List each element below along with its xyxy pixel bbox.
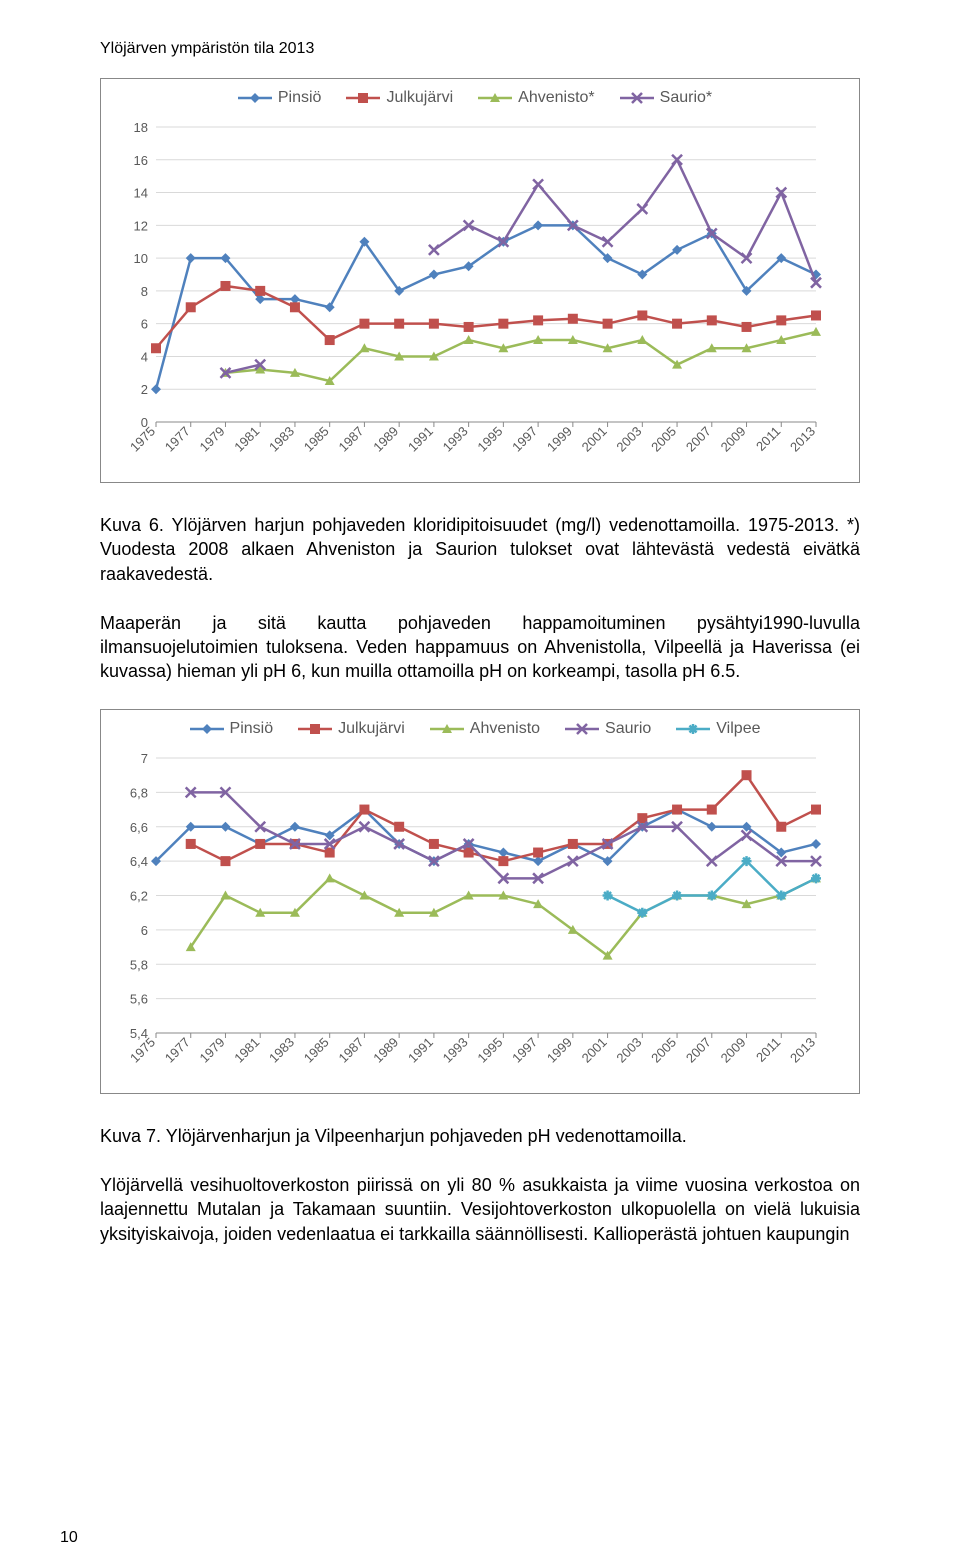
legend-item: Julkujärvi [346, 89, 453, 107]
legend-label: Julkujärvi [386, 89, 453, 107]
svg-text:2005: 2005 [648, 424, 679, 455]
legend-item: Pinsiö [190, 720, 274, 738]
svg-text:1995: 1995 [474, 424, 505, 455]
svg-text:14: 14 [134, 186, 148, 201]
chart-2: Pinsiö Julkujärvi Ahvenisto Saurio Vilpee 5,… [100, 709, 860, 1094]
legend-item: Ahvenisto [430, 720, 540, 738]
caption-2: Kuva 7. Ylöjärvenharjun ja Vilpeenharjun… [100, 1124, 860, 1148]
legend-label: Saurio [605, 720, 651, 738]
svg-text:2007: 2007 [683, 424, 714, 455]
svg-text:18: 18 [134, 120, 148, 135]
svg-text:2013: 2013 [787, 424, 818, 455]
svg-text:6: 6 [141, 923, 148, 938]
legend-label: Ahvenisto [470, 720, 540, 738]
svg-text:1987: 1987 [335, 424, 366, 455]
paragraph-1: Maaperän ja sitä kautta pohjaveden happa… [100, 611, 860, 684]
legend-label: Pinsiö [230, 720, 274, 738]
svg-text:2011: 2011 [753, 424, 783, 454]
svg-text:5,8: 5,8 [130, 957, 148, 972]
svg-text:1979: 1979 [197, 424, 228, 455]
svg-text:6,4: 6,4 [130, 854, 148, 869]
svg-text:1987: 1987 [335, 1034, 366, 1065]
chart2-plot: 5,45,65,866,26,46,66,8719751977197919811… [111, 748, 831, 1088]
svg-text:6,8: 6,8 [130, 785, 148, 800]
svg-text:2007: 2007 [683, 1034, 714, 1065]
svg-text:1993: 1993 [440, 1034, 471, 1065]
svg-text:1977: 1977 [162, 424, 193, 455]
caption-1: Kuva 6. Ylöjärven harjun pohjaveden klor… [100, 513, 860, 586]
legend-item: Pinsiö [238, 89, 322, 107]
paragraph-2: Ylöjärvellä vesihuoltoverkoston piirissä… [100, 1173, 860, 1246]
svg-text:2009: 2009 [718, 1034, 749, 1065]
svg-text:2001: 2001 [579, 1034, 610, 1065]
svg-text:1991: 1991 [405, 1034, 436, 1065]
svg-text:6,2: 6,2 [130, 888, 148, 903]
chart-1: PinsiöJulkujärviAhvenisto*Saurio* 024681… [100, 78, 860, 483]
legend-label: Vilpee [716, 720, 760, 738]
svg-text:1975: 1975 [127, 424, 158, 455]
svg-text:1997: 1997 [509, 1034, 540, 1065]
svg-text:5,6: 5,6 [130, 991, 148, 1006]
svg-text:2003: 2003 [613, 1034, 644, 1065]
legend-label: Ahvenisto* [518, 89, 595, 107]
page-header: Ylöjärven ympäristön tila 2013 [100, 40, 860, 58]
svg-text:2003: 2003 [613, 424, 644, 455]
svg-text:16: 16 [134, 153, 148, 168]
svg-text:4: 4 [141, 349, 148, 364]
svg-text:2013: 2013 [787, 1034, 818, 1065]
chart1-legend: Pinsiö Julkujärvi Ahvenisto* Saurio* [111, 89, 839, 107]
legend-label: Pinsiö [278, 89, 322, 107]
svg-text:1993: 1993 [440, 424, 471, 455]
legend-item: Saurio* [620, 89, 712, 107]
svg-text:2001: 2001 [579, 424, 610, 455]
svg-text:1985: 1985 [301, 424, 332, 455]
svg-text:6,6: 6,6 [130, 820, 148, 835]
legend-label: Saurio* [660, 89, 712, 107]
svg-text:1989: 1989 [370, 424, 401, 455]
svg-text:1979: 1979 [197, 1034, 228, 1065]
chart2-legend: Pinsiö Julkujärvi Ahvenisto Saurio Vilpee [111, 720, 839, 738]
svg-text:1999: 1999 [544, 424, 575, 455]
svg-text:12: 12 [134, 218, 148, 233]
svg-text:1981: 1981 [231, 1034, 262, 1065]
svg-text:1989: 1989 [370, 1034, 401, 1065]
legend-item: Julkujärvi [298, 720, 405, 738]
svg-text:1983: 1983 [266, 424, 297, 455]
svg-text:2005: 2005 [648, 1034, 679, 1065]
page-number: 10 [60, 1529, 78, 1547]
svg-text:1981: 1981 [231, 424, 262, 455]
svg-text:2011: 2011 [753, 1034, 783, 1064]
svg-text:8: 8 [141, 284, 148, 299]
svg-text:1991: 1991 [405, 424, 436, 455]
svg-text:1997: 1997 [509, 424, 540, 455]
svg-text:2009: 2009 [718, 424, 749, 455]
legend-label: Julkujärvi [338, 720, 405, 738]
svg-text:1983: 1983 [266, 1034, 297, 1065]
svg-text:1985: 1985 [301, 1034, 332, 1065]
svg-text:1999: 1999 [544, 1034, 575, 1065]
legend-item: Saurio [565, 720, 651, 738]
chart1-plot: 0246810121416181975197719791981198319851… [111, 117, 831, 477]
svg-text:10: 10 [134, 251, 148, 266]
legend-item: Vilpee [676, 720, 760, 738]
svg-text:6: 6 [141, 317, 148, 332]
svg-text:1995: 1995 [474, 1034, 505, 1065]
svg-text:2: 2 [141, 382, 148, 397]
legend-item: Ahvenisto* [478, 89, 595, 107]
svg-text:1977: 1977 [162, 1034, 193, 1065]
svg-text:7: 7 [141, 751, 148, 766]
